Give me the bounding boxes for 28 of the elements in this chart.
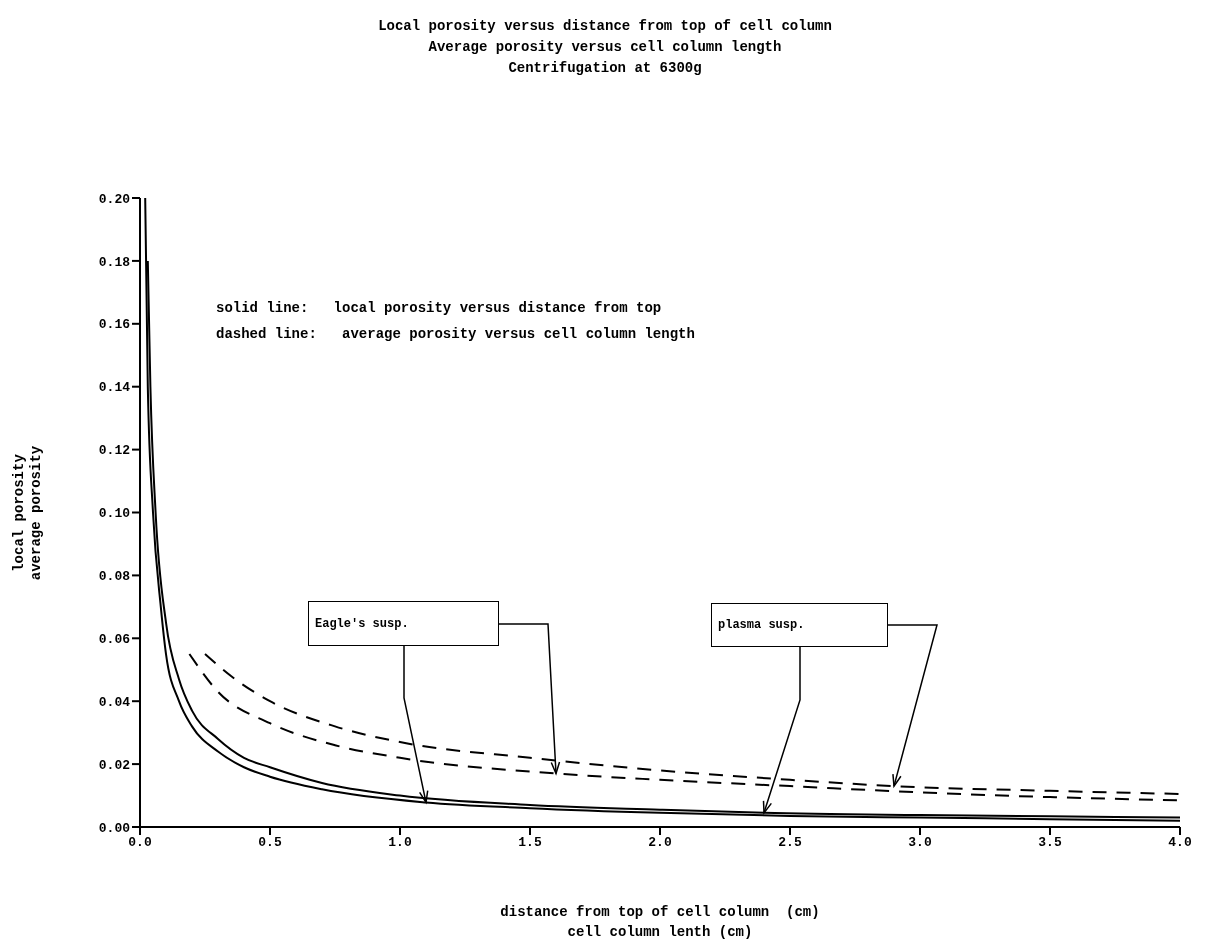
y-tick-label: 0.16 [98, 317, 131, 333]
y-tick-label: 0.04 [98, 694, 131, 710]
annotation: dashed line: average porosity versus cell column length [216, 326, 695, 342]
y-tick-label: 0.08 [98, 569, 131, 585]
annotation: plasma susp. [711, 603, 888, 647]
y-tick-label: 0.14 [98, 380, 131, 396]
x-tick-label: 0.5 [258, 835, 282, 851]
y-tick-label: 0.20 [98, 191, 131, 207]
y-tick-label: 0.00 [98, 820, 131, 836]
x-tick-label: 4.0 [1168, 835, 1192, 851]
x-tick-label: 3.0 [908, 835, 932, 851]
annotation: solid line: local porosity versus distance from top [216, 300, 662, 316]
y-tick-label: 0.02 [98, 757, 131, 773]
y-tick-label: 0.18 [98, 254, 131, 270]
x-axis-title: distance from top of cell column (cm) cell column lenth (cm) [499, 903, 821, 942]
x-tick-label: 0.0 [128, 835, 152, 851]
chart-title: Local porosity versus distance from top of cell column [377, 17, 833, 36]
y-tick-label: 0.12 [98, 443, 131, 459]
chart-subtitle: Average porosity versus cell column length Centrifugation at 6300g [427, 38, 783, 78]
x-tick-label: 1.5 [518, 835, 542, 851]
x-tick-label: 1.0 [388, 835, 412, 851]
annotation: Eagle's susp. [308, 601, 499, 646]
x-tick-label: 3.5 [1038, 835, 1062, 851]
x-tick-label: 2.5 [778, 835, 802, 851]
x-tick-label: 2.0 [648, 835, 672, 851]
y-tick-label: 0.06 [98, 631, 131, 647]
y-tick-label: 0.10 [98, 506, 131, 522]
y-axis-title: local porosity average porosity [11, 445, 45, 580]
